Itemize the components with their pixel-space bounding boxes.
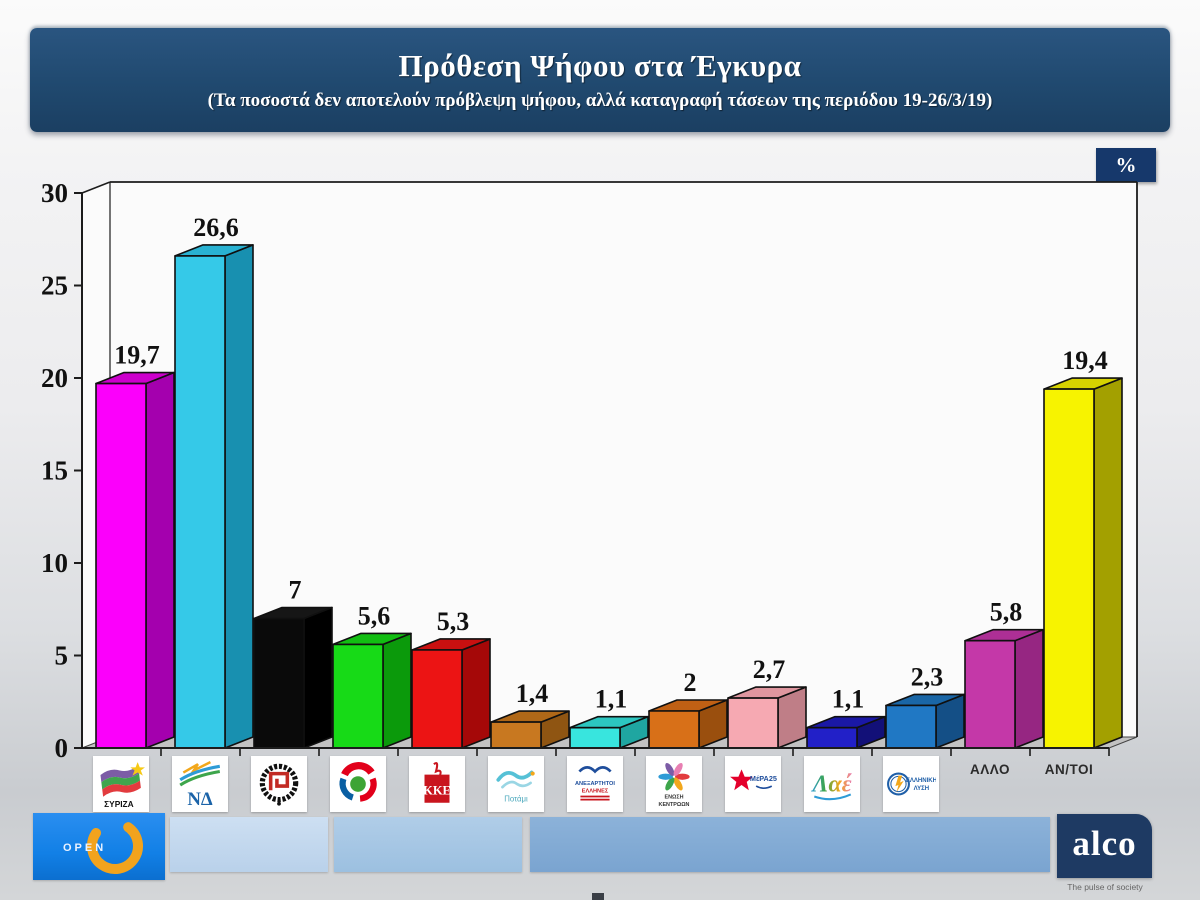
page-title: Πρόθεση Ψήφου στα Έγκυρα [398, 48, 802, 83]
bar-anel: 1,1 [569, 685, 649, 749]
svg-text:ΑΝΕΞΑΡΤΗΤΟΙ: ΑΝΕΞΑΡΤΗΤΟΙ [575, 781, 615, 787]
bar-value-label: 26,6 [193, 213, 239, 242]
bar-value-label: 19,7 [114, 341, 160, 370]
party-logo-elliniki-lysi: ΕΛΛΗΝΙΚΗ ΛΥΣΗ [883, 756, 939, 812]
bar-xrysi-avgi: 7 [253, 576, 333, 749]
y-axis-tick-label: 20 [41, 363, 68, 393]
footer-band-dark [530, 817, 1050, 872]
bar-mera25: 2,7 [727, 655, 807, 749]
bar-value-label: 7 [289, 576, 302, 605]
party-logo-xrysi-avgi [251, 756, 307, 812]
alco-tagline: The pulse of society [1067, 882, 1143, 892]
party-logo-lae: Λαέ [804, 756, 860, 812]
bar-lae: 1,1 [806, 685, 886, 749]
svg-text:ΚΚΕ: ΚΚΕ [423, 783, 451, 797]
party-logo-potami: Ποτάμι [488, 756, 544, 812]
slide-edge-artifact [592, 893, 604, 900]
bar-kinal: 5,6 [332, 601, 412, 749]
alco-label: alco [1072, 823, 1137, 863]
y-axis-tick-label: 30 [41, 178, 68, 208]
party-logo-syriza: ΣΥΡΙΖΑ [93, 756, 149, 812]
footer-band-light [170, 817, 328, 872]
open-label: OPEN [63, 842, 107, 854]
percent-unit-badge: % [1096, 148, 1156, 182]
party-logo-kke: ΚΚΕ [409, 756, 465, 812]
y-axis-tick-label: 10 [41, 548, 68, 578]
plot-wall [82, 182, 1137, 748]
open-tv-logo: OPEN [33, 813, 165, 880]
title-banner: Πρόθεση Ψήφου στα Έγκυρα (Τα ποσοστά δεν… [30, 28, 1170, 132]
bar-value-label: 1,4 [516, 679, 549, 708]
svg-text:ΝΔ: ΝΔ [187, 789, 213, 809]
bar-value-label: 19,4 [1062, 346, 1108, 375]
bar-value-label: 5,6 [358, 601, 391, 630]
bar-value-label: 5,3 [437, 607, 470, 636]
bar-value-label: 2,3 [911, 662, 944, 691]
svg-text:ΕΝΩΣΗ: ΕΝΩΣΗ [665, 795, 684, 801]
party-logo-kinal [330, 756, 386, 812]
category-label-anapofasistoi: ΑΝ/ΤΟΙ [1044, 762, 1094, 777]
svg-text:ΛΥΣΗ: ΛΥΣΗ [914, 786, 929, 792]
svg-text:Ποτάμι: Ποτάμι [504, 795, 528, 804]
page-subtitle: (Τα ποσοστά δεν αποτελούν πρόβλεψη ψήφου… [207, 90, 993, 111]
bar-syriza: 19,7 [95, 341, 175, 749]
bar-value-label: 5,8 [990, 598, 1023, 627]
alco-logo: alco [1057, 814, 1152, 878]
svg-text:ΚΕΝΤΡΩΩΝ: ΚΕΝΤΡΩΩΝ [659, 802, 690, 808]
bar-anapofasistoi: 19,4 [1043, 346, 1123, 749]
bar-value-label: 2 [684, 668, 697, 697]
open-arc-icon [87, 818, 143, 874]
bar-value-label: 1,1 [832, 685, 865, 714]
party-logo-nd: ΝΔ [172, 756, 228, 812]
bar-value-label: 1,1 [595, 685, 628, 714]
bar-value-label: 2,7 [753, 655, 786, 684]
party-logo-enosi-kentroon: ΕΝΩΣΗ ΚΕΝΤΡΩΩΝ [646, 756, 702, 812]
bar-allo: 5,8 [964, 598, 1044, 749]
y-axis-tick-label: 25 [41, 271, 68, 301]
svg-text:ΣΥΡΙΖΑ: ΣΥΡΙΖΑ [104, 799, 134, 809]
svg-text:ΕΛΛΗΝΕΣ: ΕΛΛΗΝΕΣ [582, 788, 609, 794]
bar-potami: 1,4 [490, 679, 570, 749]
svg-text:ΜέΡΑ25: ΜέΡΑ25 [750, 774, 777, 783]
footer-band-medium [334, 817, 522, 872]
y-axis-tick-label: 0 [55, 733, 69, 763]
svg-text:Λαέ: Λαέ [810, 771, 851, 797]
bar-nd: 26,6 [174, 213, 254, 749]
party-logo-mera25: ΜέΡΑ25 [725, 756, 781, 812]
svg-text:ΕΛΛΗΝΙΚΗ: ΕΛΛΗΝΙΚΗ [906, 778, 936, 784]
party-logo-anel: ΑΝΕΞΑΡΤΗΤΟΙ ΕΛΛΗΝΕΣ [567, 756, 623, 812]
y-axis-tick-label: 5 [55, 641, 69, 671]
category-label-allo: ΑΛΛΟ [970, 762, 1010, 777]
bar-kke: 5,3 [411, 607, 491, 749]
bar-enosi-kentroon: 2 [648, 668, 728, 749]
y-axis-tick-label: 15 [41, 456, 68, 486]
